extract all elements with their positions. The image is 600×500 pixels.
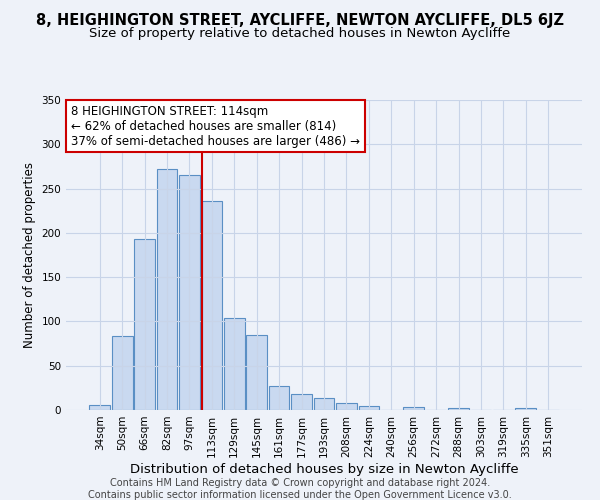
Bar: [179, 176, 200, 410]
Bar: [269, 386, 289, 410]
Bar: [224, 318, 245, 410]
Text: Contains public sector information licensed under the Open Government Licence v3: Contains public sector information licen…: [88, 490, 512, 500]
Bar: [336, 403, 357, 410]
Bar: [403, 408, 424, 410]
Bar: [202, 201, 222, 410]
Bar: [515, 408, 536, 410]
Bar: [314, 398, 334, 410]
Y-axis label: Number of detached properties: Number of detached properties: [23, 162, 36, 348]
Bar: [157, 169, 178, 410]
Bar: [247, 334, 267, 410]
X-axis label: Distribution of detached houses by size in Newton Aycliffe: Distribution of detached houses by size …: [130, 462, 518, 475]
Text: Contains HM Land Registry data © Crown copyright and database right 2024.: Contains HM Land Registry data © Crown c…: [110, 478, 490, 488]
Bar: [112, 336, 133, 410]
Bar: [448, 408, 469, 410]
Bar: [359, 406, 379, 410]
Text: Size of property relative to detached houses in Newton Aycliffe: Size of property relative to detached ho…: [89, 28, 511, 40]
Text: 8 HEIGHINGTON STREET: 114sqm
← 62% of detached houses are smaller (814)
37% of s: 8 HEIGHINGTON STREET: 114sqm ← 62% of de…: [71, 104, 360, 148]
Bar: [134, 239, 155, 410]
Text: 8, HEIGHINGTON STREET, AYCLIFFE, NEWTON AYCLIFFE, DL5 6JZ: 8, HEIGHINGTON STREET, AYCLIFFE, NEWTON …: [36, 12, 564, 28]
Bar: [291, 394, 312, 410]
Bar: [89, 404, 110, 410]
